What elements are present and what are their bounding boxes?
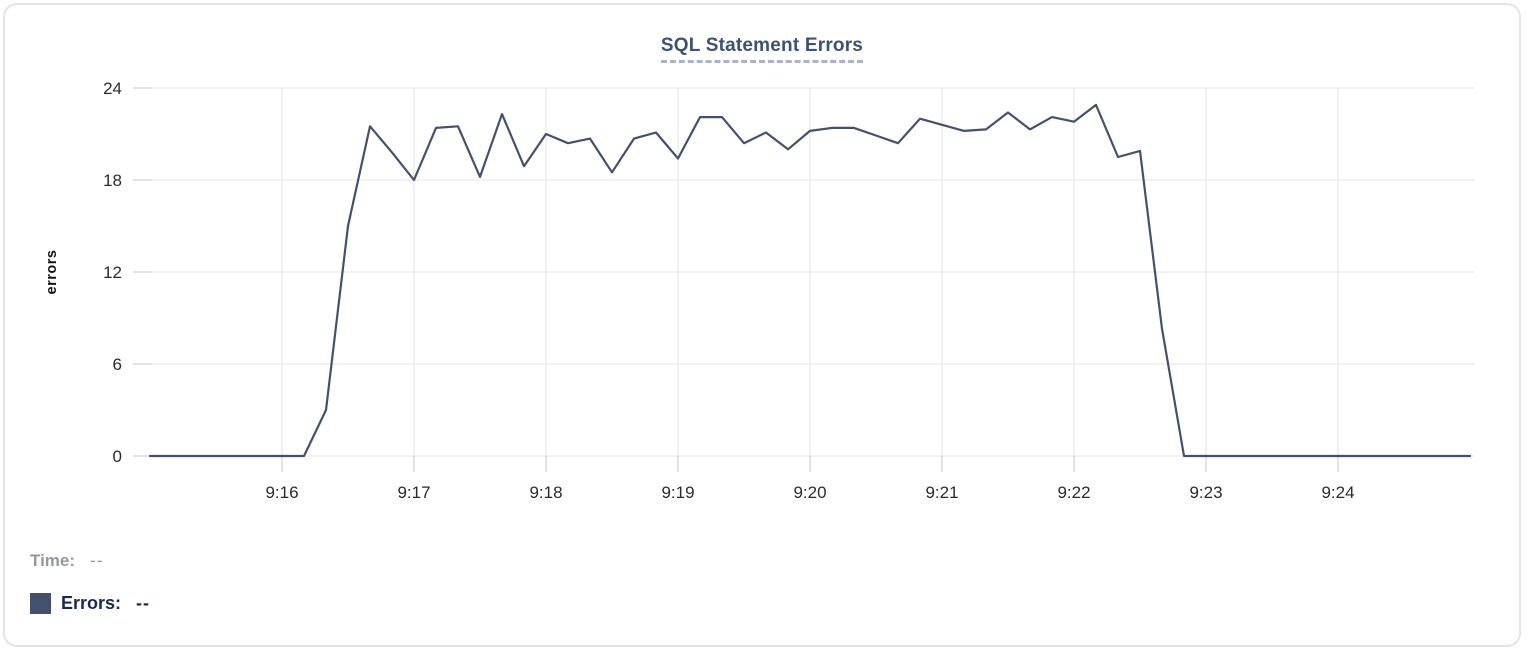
legend-errors-label: Errors: bbox=[61, 593, 122, 613]
y-tick-label: 0 bbox=[113, 447, 122, 466]
chart-card: SQL Statement Errors 0 6 12 18 24 9:16 9:17 9:1… bbox=[3, 3, 1521, 647]
legend-errors-value: -- bbox=[136, 593, 151, 613]
errors-line-chart[interactable]: 0 6 12 18 24 9:16 9:17 9:18 9:19 9:20 9:21 9:22 9:23… bbox=[5, 5, 1528, 521]
chart-header: SQL Statement Errors bbox=[5, 35, 1519, 63]
x-tick-label: 9:22 bbox=[1057, 483, 1090, 502]
x-tick-label: 9:18 bbox=[529, 483, 562, 502]
y-tick-label: 24 bbox=[103, 79, 122, 98]
legend-row-time: Time: -- bbox=[30, 549, 150, 572]
x-tick-label: 9:24 bbox=[1321, 483, 1354, 502]
y-tick-label: 18 bbox=[103, 171, 122, 190]
x-tick-label: 9:20 bbox=[793, 483, 826, 502]
y-axis-title: errors bbox=[44, 250, 60, 295]
legend-row-errors[interactable]: Errors: -- bbox=[30, 592, 150, 615]
series-line-errors bbox=[148, 103, 1472, 458]
legend-swatch bbox=[30, 593, 51, 614]
x-tick-label: 9:17 bbox=[397, 483, 430, 502]
y-tick-label: 6 bbox=[113, 355, 122, 374]
legend-time-label: Time: bbox=[30, 550, 76, 570]
x-tick-label: 9:21 bbox=[925, 483, 958, 502]
chart-title[interactable]: SQL Statement Errors bbox=[660, 35, 864, 63]
x-tick-label: 9:23 bbox=[1189, 483, 1222, 502]
chart-legend: Time: -- Errors: -- bbox=[30, 549, 150, 635]
legend-time-value: -- bbox=[90, 550, 104, 570]
x-tick-label: 9:19 bbox=[661, 483, 694, 502]
y-tick-label: 12 bbox=[103, 263, 122, 282]
x-tick-label: 9:16 bbox=[265, 483, 298, 502]
